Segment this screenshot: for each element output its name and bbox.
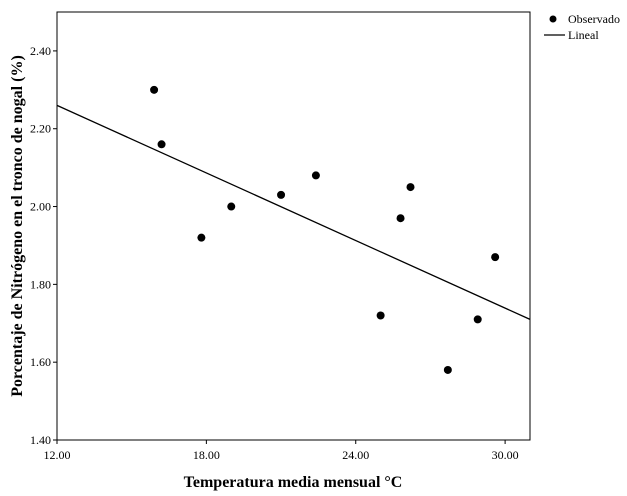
x-tick-label: 12.00: [44, 448, 71, 462]
x-axis-title: Temperatura media mensual °C: [184, 474, 403, 491]
data-point: [491, 253, 500, 262]
data-point: [227, 202, 236, 211]
data-point: [376, 311, 385, 320]
data-point: [277, 190, 286, 199]
y-tick-label: 1.40: [30, 433, 51, 447]
y-axis: 1.40 1.60 1.80 2.00 2.20 2.40: [30, 44, 57, 447]
legend: Observado Lineal: [544, 12, 620, 42]
data-point: [197, 233, 206, 242]
data-point: [311, 171, 320, 180]
data-point: [406, 183, 415, 192]
legend-label-observado: Observado: [568, 12, 620, 26]
y-tick-label: 2.00: [30, 200, 51, 214]
legend-marker-observado: [549, 15, 557, 23]
x-tick-label: 18.00: [193, 448, 220, 462]
data-point: [150, 85, 159, 94]
y-axis-title: Porcentaje de Nitrógeno en el tronco de …: [9, 55, 26, 397]
x-tick-label: 30.00: [492, 448, 519, 462]
plot-area: [56, 11, 531, 441]
linear-fit-line: [56, 104, 531, 320]
data-point: [473, 315, 482, 324]
data-point: [157, 140, 166, 149]
data-point: [443, 365, 452, 374]
data-point: [396, 214, 405, 223]
observed-points: [150, 85, 500, 374]
y-tick-label: 2.40: [30, 44, 51, 58]
x-tick-label: 24.00: [342, 448, 369, 462]
y-tick-label: 2.20: [30, 122, 51, 136]
y-tick-label: 1.80: [30, 277, 51, 291]
x-axis: 12.00 18.00 24.00 30.00: [44, 440, 519, 462]
y-tick-label: 1.60: [30, 355, 51, 369]
legend-label-lineal: Lineal: [568, 28, 599, 42]
